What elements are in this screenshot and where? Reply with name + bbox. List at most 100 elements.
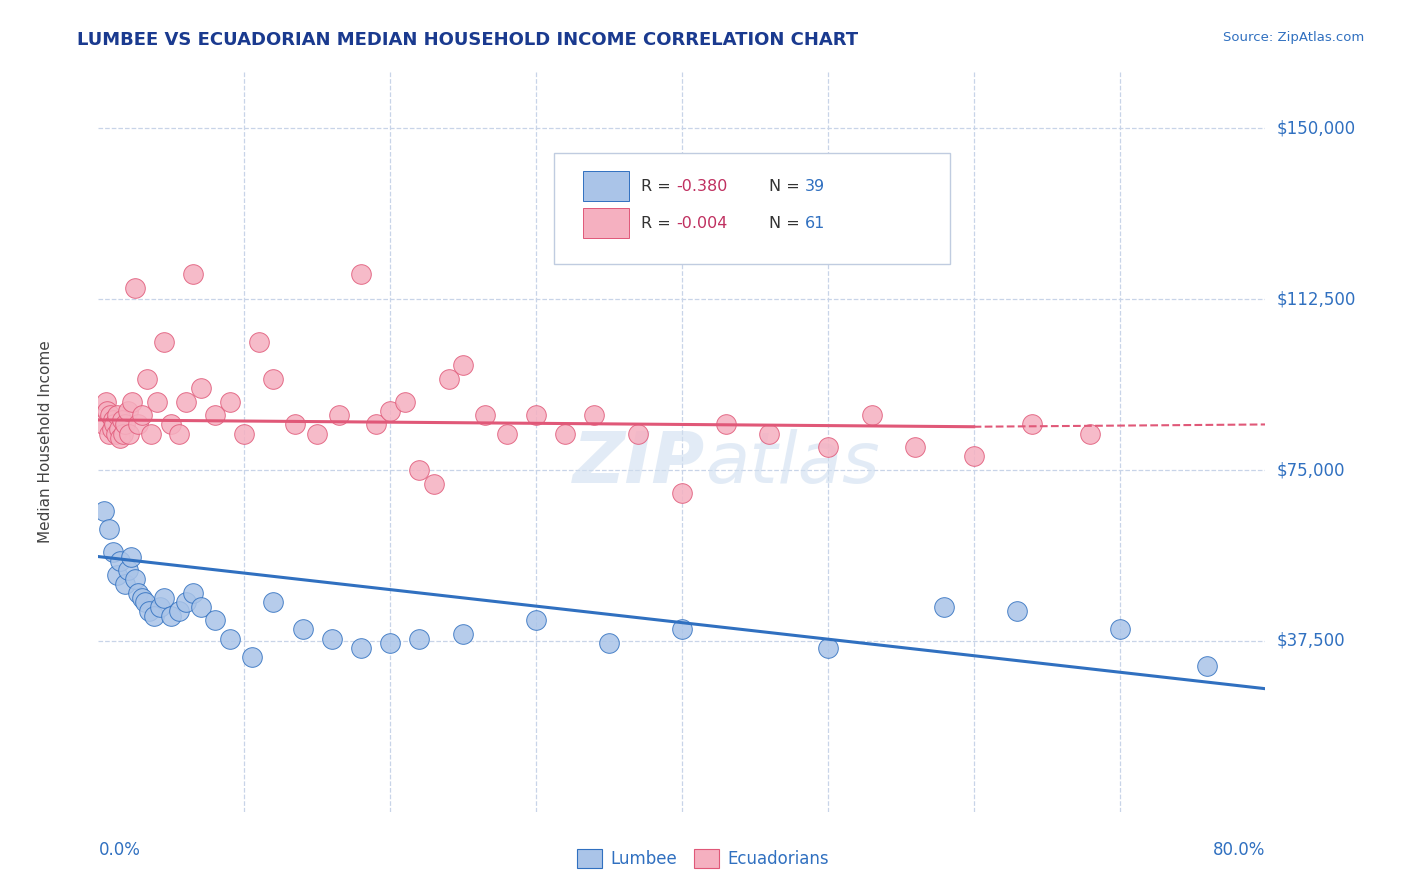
Point [93,504,115,518]
Legend: Lumbee, Ecuadorians: Lumbee, Ecuadorians [571,843,835,875]
Point [131,591,153,605]
Point [110,431,132,445]
Point [174,595,197,609]
Point [1007,604,1029,618]
Text: 61: 61 [804,216,825,231]
Point [138,604,160,618]
Point [105,409,128,423]
Text: R =: R = [641,178,676,194]
Point [153,335,176,350]
Point [817,440,839,454]
Text: Median Household Income: Median Household Income [38,340,53,543]
Point [167,426,190,441]
Text: N =: N = [769,216,806,231]
Text: atlas: atlas [706,429,880,499]
Point [160,608,183,623]
Point [103,417,125,432]
Point [131,409,153,423]
Point [247,335,270,350]
Point [291,623,314,637]
Point [1197,659,1219,673]
Point [1080,426,1102,441]
Point [100,422,122,436]
Point [860,409,883,423]
Point [127,417,149,432]
Point [160,417,183,432]
Point [114,577,136,591]
Point [394,394,416,409]
Point [240,649,263,664]
Point [218,632,240,646]
Point [139,426,162,441]
Point [328,409,350,423]
Point [307,426,329,441]
FancyBboxPatch shape [582,171,630,201]
Point [583,409,606,423]
Point [97,426,120,441]
FancyBboxPatch shape [582,209,630,238]
Point [758,426,780,441]
Point [117,404,139,418]
Point [94,394,117,409]
Point [204,409,226,423]
Point [108,422,131,436]
Point [97,522,120,536]
Point [817,640,839,655]
Point [91,417,114,432]
Point [127,586,149,600]
Point [104,426,127,441]
Point [190,381,212,395]
Point [174,394,197,409]
Point [380,636,402,650]
Point [101,545,124,559]
Point [904,440,927,454]
Text: 80.0%: 80.0% [1213,841,1265,859]
Point [423,476,446,491]
Point [671,623,693,637]
Point [135,372,157,386]
Point [451,358,474,372]
Point [962,450,984,464]
Point [1108,623,1130,637]
Point [98,409,121,423]
Point [263,372,285,386]
Point [496,426,519,441]
Point [124,573,146,587]
Point [96,404,118,418]
Point [142,608,165,623]
Point [112,426,135,441]
Point [524,613,547,627]
Text: N =: N = [769,178,806,194]
Point [451,627,474,641]
Point [118,426,141,441]
Text: ZIP: ZIP [574,429,706,499]
Point [627,426,650,441]
Point [149,599,172,614]
Text: 39: 39 [804,178,824,194]
Point [263,595,285,609]
Point [117,563,139,577]
Point [101,413,124,427]
Text: $112,500: $112,500 [1277,290,1357,308]
Text: Source: ZipAtlas.com: Source: ZipAtlas.com [1223,31,1364,45]
Text: $75,000: $75,000 [1277,461,1346,479]
Point [598,636,620,650]
Point [105,567,128,582]
Point [121,394,143,409]
Point [120,549,142,564]
Point [167,604,190,618]
Point [124,281,146,295]
Text: -0.004: -0.004 [676,216,727,231]
Point [408,632,430,646]
FancyBboxPatch shape [554,153,950,264]
Point [380,404,402,418]
Point [153,591,176,605]
Point [474,409,496,423]
Point [408,463,430,477]
Point [437,372,460,386]
Point [364,417,387,432]
Point [524,409,547,423]
Text: R =: R = [641,216,676,231]
Point [181,267,204,281]
Point [1021,417,1043,432]
